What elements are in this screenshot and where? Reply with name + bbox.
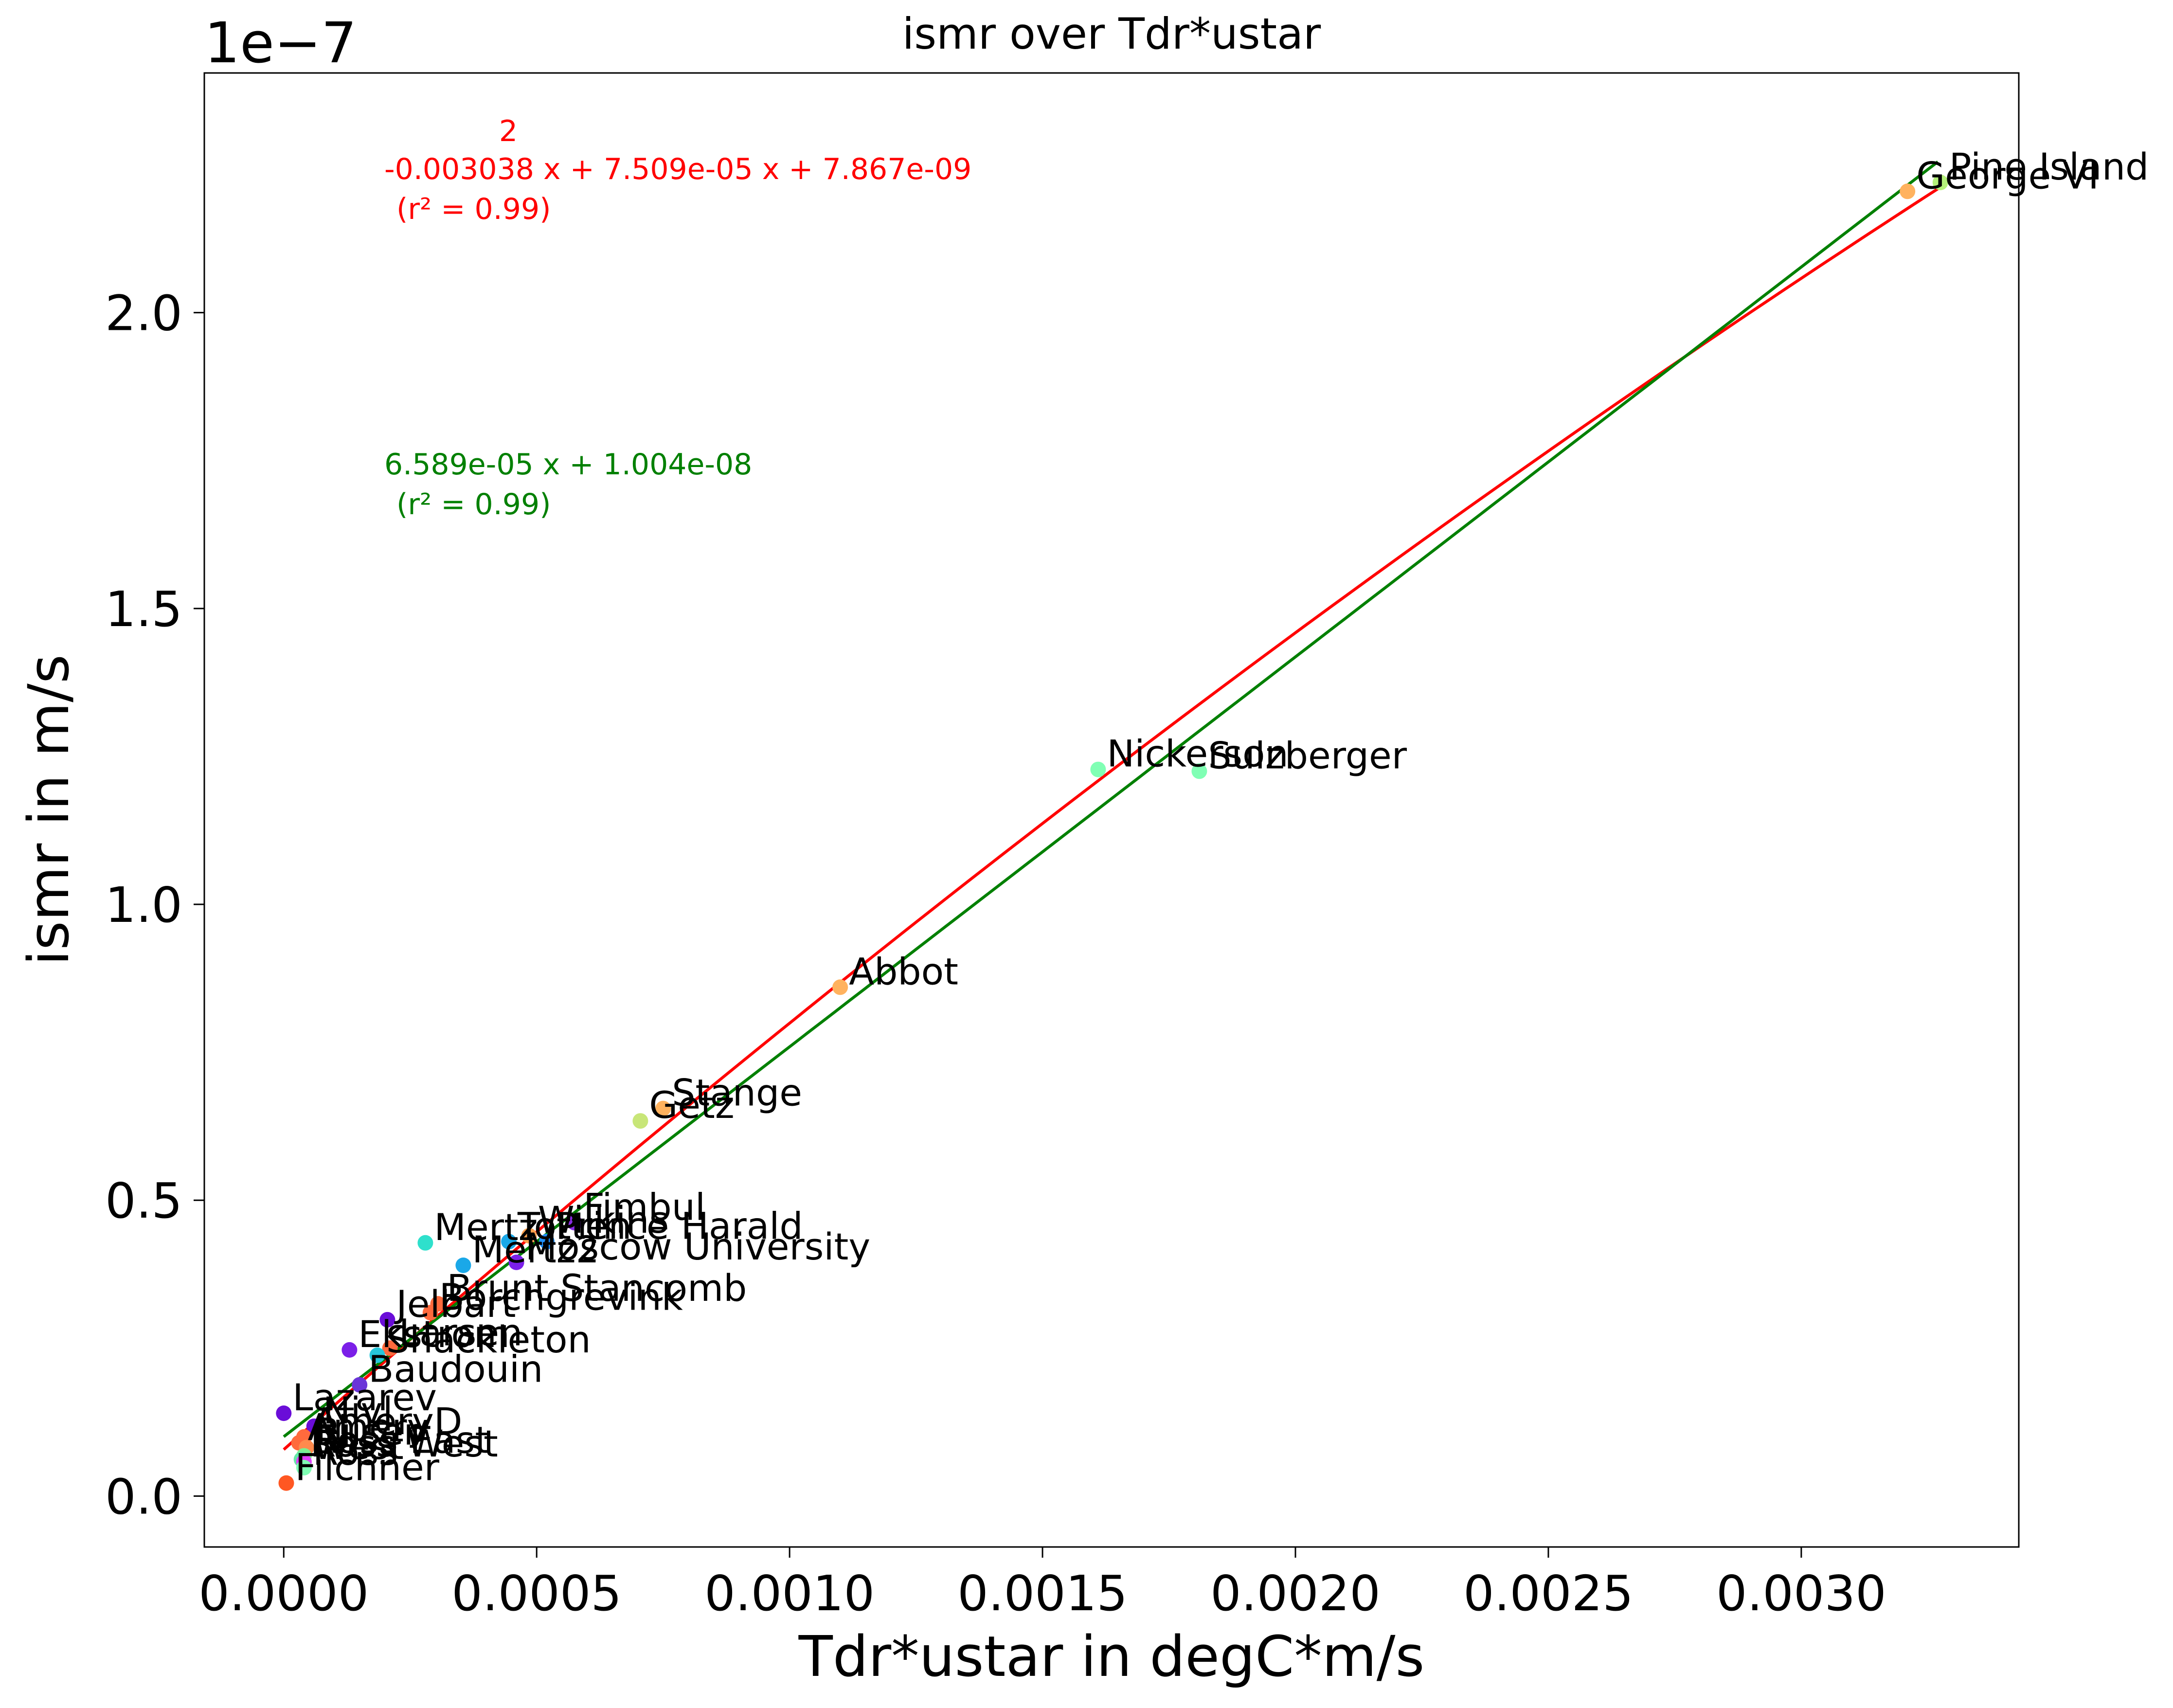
quadratic-fit-line: [283, 187, 1939, 1451]
y-tick-label: 1.5: [105, 581, 182, 638]
point-label: Amery: [308, 1405, 429, 1449]
point-label: Jelbart: [394, 1282, 516, 1326]
plot-area-frame: [203, 72, 2020, 1548]
y-tick-label: 0.0: [105, 1468, 182, 1525]
data-point: [417, 1235, 433, 1251]
x-tick-label: 0.0015: [957, 1565, 1128, 1622]
point-label: Sulzberger: [1208, 734, 1407, 777]
y-tick-label: 2.0: [105, 285, 182, 342]
data-point: [832, 979, 848, 995]
data-point: [1932, 175, 1948, 190]
point-label: Ekstrom: [358, 1312, 510, 1356]
point-label: Prince Harald: [556, 1204, 803, 1247]
data-point: [521, 1228, 537, 1244]
x-tick-label: 0.0025: [1463, 1565, 1634, 1622]
point-label: Ross West: [310, 1422, 498, 1465]
linear-fit-r2: (r² = 0.99): [396, 487, 551, 521]
data-point: [1900, 183, 1916, 199]
point-label: George VI: [1916, 154, 2099, 197]
point-label: Ross: [313, 1430, 398, 1474]
data-point: [455, 1258, 471, 1273]
point-label: Baudouin: [368, 1348, 543, 1391]
point-label: Abbot: [849, 950, 958, 993]
data-point: [632, 1113, 648, 1129]
point-label: Pine Island: [1949, 145, 2149, 188]
y-axis-offset-label: 1e−7: [204, 11, 357, 76]
x-axis-label: Tdr*ustar in degC*m/s: [798, 1624, 1425, 1690]
data-point: [501, 1234, 517, 1250]
point-label: Fimbul: [583, 1185, 705, 1228]
fit-lines: [283, 161, 1939, 1451]
x-tick-label: 0.0010: [704, 1565, 875, 1622]
linear-fit-line: [283, 161, 1939, 1438]
x-tick-label: 0.0000: [198, 1565, 369, 1622]
point-label: Shackleton: [386, 1318, 591, 1361]
data-point: [539, 1234, 555, 1250]
point-label: Getz: [649, 1083, 734, 1127]
x-tick-label: 0.0020: [1210, 1565, 1381, 1622]
data-point: [306, 1418, 322, 1434]
point-label: West: [313, 1424, 404, 1468]
x-tick-label: 0.0030: [1716, 1565, 1886, 1622]
data-point: [296, 1460, 312, 1475]
point-label: Filchner: [295, 1446, 440, 1489]
point-label: Borchgrevink: [439, 1275, 683, 1318]
data-point: [369, 1347, 385, 1363]
data-point: [1191, 763, 1207, 779]
data-point: [276, 1405, 292, 1421]
point-label: Nickerson: [1107, 732, 1288, 775]
y-axis-ticks: 0.0 0.5 1.0 1.5 2.0: [105, 285, 204, 1525]
data-point: [379, 1312, 395, 1328]
point-label: Totten: [517, 1204, 632, 1247]
point-label: Brunt Stancomb: [447, 1266, 747, 1310]
point-label: Stange: [672, 1071, 802, 1115]
quadratic-fit-equation: -0.003038 x + 7.509e-05 x + 7.867e-09: [384, 152, 971, 186]
data-point: [382, 1340, 398, 1356]
y-tick-label: 1.0: [105, 877, 182, 934]
point-label: Ross East: [313, 1419, 489, 1462]
data-point: [278, 1475, 294, 1491]
data-point: [508, 1254, 524, 1270]
point-label: Larsen: [399, 1311, 523, 1354]
data-point: [567, 1215, 583, 1231]
y-axis-label: ismr in m/s: [17, 654, 82, 966]
data-point: [341, 1342, 358, 1358]
point-label: Lazarev: [292, 1376, 437, 1419]
data-point: [352, 1377, 368, 1393]
point-label: AmeryD: [313, 1400, 463, 1443]
point-label: Wilkins: [538, 1198, 669, 1241]
quadratic-fit-exponent: 2: [499, 114, 518, 148]
x-tick-label: 0.0005: [451, 1565, 622, 1622]
data-point: [422, 1305, 438, 1321]
chart-title: ismr over Tdr*ustar: [902, 9, 1321, 59]
point-label: Nivl: [323, 1389, 393, 1432]
y-tick-label: 0.5: [105, 1172, 182, 1229]
data-point: [655, 1100, 671, 1116]
quadratic-fit-r2: (r² = 0.99): [396, 192, 551, 226]
linear-fit-equation: 6.589e-05 x + 1.004e-08: [384, 448, 752, 482]
data-point: [1090, 761, 1106, 777]
point-label: Mertz2: [472, 1228, 599, 1271]
point-label: Moscow University: [525, 1225, 871, 1268]
data-points: [276, 175, 1948, 1491]
point-label: Riiser: [315, 1410, 419, 1454]
x-axis-ticks: 0.0000 0.0005 0.0010 0.0015 0.0020 0.0025 0.00…: [198, 1547, 1886, 1622]
point-label: Mertz: [434, 1205, 538, 1249]
